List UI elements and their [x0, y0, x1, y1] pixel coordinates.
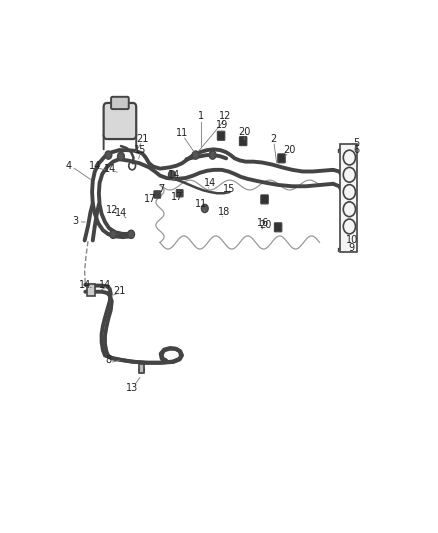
Text: 14: 14 [204, 178, 216, 188]
Bar [340, 144, 357, 252]
Text: 11: 11 [194, 199, 207, 209]
Text: 18: 18 [218, 207, 230, 217]
Text: 15: 15 [134, 145, 146, 155]
Circle shape [201, 204, 208, 213]
FancyBboxPatch shape [261, 195, 268, 204]
Circle shape [169, 171, 175, 179]
Circle shape [209, 151, 216, 159]
Text: 16: 16 [258, 218, 270, 228]
Bar [139, 364, 145, 374]
FancyBboxPatch shape [104, 103, 136, 139]
Text: 10: 10 [346, 235, 358, 245]
Circle shape [128, 230, 134, 238]
Text: 21: 21 [136, 134, 148, 144]
Text: 14: 14 [79, 280, 92, 290]
Circle shape [105, 151, 112, 159]
Text: 11: 11 [176, 128, 188, 138]
FancyBboxPatch shape [176, 190, 183, 197]
Text: 14: 14 [104, 164, 116, 174]
Text: 4: 4 [65, 161, 71, 171]
Text: 14: 14 [115, 207, 127, 217]
Text: 3: 3 [73, 216, 79, 226]
Text: 14: 14 [88, 161, 101, 171]
Text: 17: 17 [171, 192, 183, 203]
Text: 2: 2 [271, 134, 277, 144]
FancyBboxPatch shape [240, 136, 247, 146]
Text: 19: 19 [215, 120, 228, 130]
FancyBboxPatch shape [217, 131, 225, 140]
Text: 20: 20 [260, 220, 272, 230]
Text: 14: 14 [99, 280, 111, 290]
Text: 12: 12 [219, 111, 231, 122]
Text: 1: 1 [198, 111, 205, 122]
FancyBboxPatch shape [274, 223, 282, 232]
FancyBboxPatch shape [278, 154, 285, 163]
Text: 5: 5 [353, 138, 359, 148]
Text: 20: 20 [283, 145, 295, 155]
FancyBboxPatch shape [111, 97, 129, 109]
Circle shape [192, 151, 199, 159]
Text: 12: 12 [106, 205, 118, 215]
Bar [87, 284, 95, 296]
Text: 6: 6 [353, 145, 359, 155]
Text: 14: 14 [168, 170, 180, 180]
Text: 7: 7 [159, 184, 165, 194]
Text: 9: 9 [349, 243, 355, 253]
Text: 20: 20 [238, 127, 251, 136]
Circle shape [117, 152, 124, 160]
Text: 15: 15 [223, 184, 236, 194]
Text: 21: 21 [113, 286, 125, 295]
FancyBboxPatch shape [154, 191, 161, 198]
Text: 13: 13 [126, 383, 138, 393]
Circle shape [110, 230, 117, 238]
Text: 17: 17 [144, 193, 157, 204]
Text: 8: 8 [105, 356, 111, 365]
